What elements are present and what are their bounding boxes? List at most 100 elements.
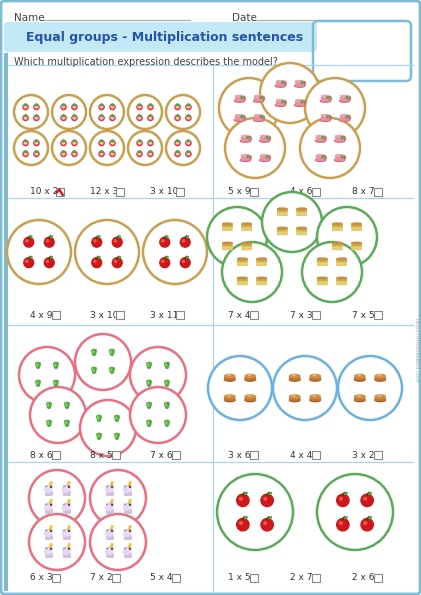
- Ellipse shape: [375, 399, 386, 402]
- Ellipse shape: [45, 549, 51, 555]
- Ellipse shape: [344, 517, 347, 519]
- Circle shape: [367, 519, 371, 524]
- Ellipse shape: [352, 242, 361, 244]
- Ellipse shape: [98, 433, 101, 439]
- Circle shape: [149, 142, 150, 143]
- Ellipse shape: [253, 119, 264, 121]
- FancyBboxPatch shape: [296, 82, 304, 86]
- Ellipse shape: [111, 369, 112, 371]
- Ellipse shape: [93, 369, 94, 371]
- Circle shape: [46, 240, 48, 242]
- FancyBboxPatch shape: [277, 101, 284, 105]
- Ellipse shape: [148, 381, 149, 384]
- Ellipse shape: [352, 223, 361, 225]
- Ellipse shape: [47, 548, 48, 552]
- Circle shape: [183, 238, 186, 241]
- Ellipse shape: [234, 99, 245, 102]
- Ellipse shape: [223, 242, 232, 244]
- Circle shape: [180, 237, 190, 247]
- Circle shape: [266, 494, 271, 499]
- Ellipse shape: [322, 95, 329, 97]
- Circle shape: [148, 115, 153, 121]
- FancyBboxPatch shape: [322, 96, 329, 101]
- Circle shape: [148, 140, 153, 146]
- Ellipse shape: [115, 434, 119, 439]
- FancyBboxPatch shape: [290, 376, 300, 380]
- Circle shape: [35, 142, 37, 143]
- FancyBboxPatch shape: [255, 115, 262, 120]
- Circle shape: [137, 104, 142, 109]
- Ellipse shape: [224, 399, 235, 402]
- FancyBboxPatch shape: [318, 262, 327, 265]
- Ellipse shape: [66, 422, 67, 424]
- Circle shape: [35, 104, 37, 106]
- Circle shape: [266, 519, 271, 524]
- Ellipse shape: [98, 415, 101, 421]
- Circle shape: [7, 220, 71, 284]
- Ellipse shape: [64, 548, 65, 552]
- Ellipse shape: [65, 530, 66, 534]
- Ellipse shape: [147, 403, 151, 408]
- Ellipse shape: [54, 363, 57, 368]
- FancyBboxPatch shape: [223, 226, 232, 228]
- Ellipse shape: [36, 363, 40, 368]
- FancyBboxPatch shape: [278, 212, 287, 215]
- FancyBboxPatch shape: [257, 281, 266, 282]
- Circle shape: [94, 260, 96, 262]
- Circle shape: [242, 494, 247, 499]
- Ellipse shape: [337, 258, 346, 259]
- Ellipse shape: [47, 504, 48, 508]
- Circle shape: [337, 518, 349, 531]
- Circle shape: [115, 260, 117, 262]
- Circle shape: [364, 497, 367, 500]
- Ellipse shape: [354, 378, 365, 381]
- Circle shape: [185, 258, 188, 262]
- Ellipse shape: [45, 486, 47, 490]
- Circle shape: [61, 140, 66, 146]
- Circle shape: [180, 258, 190, 268]
- Ellipse shape: [315, 159, 325, 161]
- Circle shape: [62, 117, 64, 118]
- Ellipse shape: [245, 374, 255, 378]
- Text: 2 x 7: 2 x 7: [290, 574, 312, 583]
- Ellipse shape: [165, 364, 167, 366]
- FancyBboxPatch shape: [317, 155, 324, 160]
- Text: 3 x 6: 3 x 6: [228, 450, 250, 459]
- Circle shape: [29, 470, 85, 526]
- Circle shape: [340, 519, 344, 524]
- Text: Equal groups - Multiplication sentences: Equal groups - Multiplication sentences: [27, 30, 304, 43]
- Text: 5 x 4: 5 x 4: [150, 574, 173, 583]
- Circle shape: [240, 519, 244, 524]
- Circle shape: [23, 104, 28, 109]
- Circle shape: [342, 494, 346, 499]
- FancyBboxPatch shape: [242, 246, 251, 247]
- Circle shape: [72, 104, 77, 109]
- Ellipse shape: [47, 486, 48, 490]
- FancyBboxPatch shape: [317, 136, 324, 141]
- Circle shape: [187, 105, 189, 107]
- Circle shape: [166, 131, 200, 165]
- Circle shape: [24, 117, 26, 118]
- Ellipse shape: [110, 350, 114, 355]
- Circle shape: [241, 96, 243, 99]
- FancyBboxPatch shape: [333, 224, 342, 227]
- Bar: [116, 311, 124, 319]
- Circle shape: [35, 152, 37, 154]
- Circle shape: [175, 115, 180, 121]
- Ellipse shape: [46, 504, 47, 508]
- Circle shape: [240, 497, 242, 500]
- Circle shape: [101, 115, 102, 117]
- FancyBboxPatch shape: [223, 227, 232, 230]
- Ellipse shape: [289, 378, 300, 381]
- Circle shape: [148, 151, 153, 156]
- Circle shape: [23, 151, 28, 156]
- Circle shape: [47, 238, 50, 241]
- Circle shape: [35, 115, 37, 117]
- Ellipse shape: [62, 487, 69, 493]
- Circle shape: [48, 503, 53, 508]
- Ellipse shape: [107, 548, 108, 552]
- FancyBboxPatch shape: [352, 246, 361, 249]
- FancyBboxPatch shape: [236, 96, 243, 101]
- Text: 7 x 3: 7 x 3: [290, 311, 313, 320]
- Ellipse shape: [147, 381, 151, 386]
